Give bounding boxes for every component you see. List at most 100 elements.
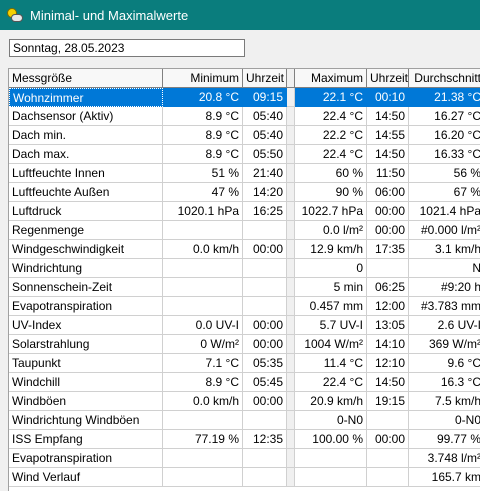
cell-maximum: 5 min (295, 278, 367, 297)
cell-messgroesse: Regenmenge (9, 221, 163, 240)
cell-minimum: 77.19 % (163, 430, 243, 449)
header-uhrzeit-min[interactable]: Uhrzeit (243, 69, 287, 88)
cell-maximum: 90 % (295, 183, 367, 202)
header-uhrzeit-max[interactable]: Uhrzeit (367, 69, 409, 88)
table-row[interactable]: Luftfeuchte Innen 51 % 21:40 60 % 11:50 56 % (9, 164, 480, 183)
cell-uhrzeit-min: 05:35 (243, 354, 287, 373)
table-row[interactable]: UV-Index 0.0 UV-I 00:00 5.7 UV-I 13:05 2.6 UV… (9, 316, 480, 335)
column-separator (287, 373, 295, 392)
window-title: Minimal- und Maximalwerte (30, 7, 189, 23)
cell-maximum: 0 (295, 259, 367, 278)
cell-messgroesse: Windgeschwindigkeit (9, 240, 163, 259)
cell-messgroesse: Luftfeuchte Innen (9, 164, 163, 183)
table-row[interactable]: Sonnenschein-Zeit 5 min 06:25 #9:20 h (9, 278, 480, 297)
table-row[interactable]: Luftdruck 1020.1 hPa 16:25 1022.7 hPa 00:00 1… (9, 202, 480, 221)
column-separator (287, 183, 295, 202)
cell-minimum: 0.0 km/h (163, 392, 243, 411)
table-row[interactable]: Windrichtung 0 N (9, 259, 480, 278)
cell-uhrzeit-min (243, 259, 287, 278)
cell-minimum: 20.8 °C (163, 88, 243, 107)
cell-uhrzeit-max: 12:10 (367, 354, 409, 373)
date-field[interactable]: Sonntag, 28.05.2023 (9, 39, 245, 57)
header-messgroesse[interactable]: Messgröße (9, 69, 163, 88)
column-separator (287, 145, 295, 164)
header-minimum[interactable]: Minimum (163, 69, 243, 88)
table-row[interactable]: Dach max. 8.9 °C 05:50 22.4 °C 14:50 16.33 °C (9, 145, 480, 164)
grid-header: Messgröße Minimum Uhrzeit Maximum Uhrzei… (9, 69, 480, 88)
cell-uhrzeit-max: 00:10 (367, 88, 409, 107)
cell-minimum: 8.9 °C (163, 126, 243, 145)
cell-messgroesse: Evapotranspiration (9, 449, 163, 468)
cell-uhrzeit-max: 14:50 (367, 373, 409, 392)
column-separator (287, 259, 295, 278)
cell-messgroesse: ISS Empfang (9, 430, 163, 449)
cell-uhrzeit-min: 21:40 (243, 164, 287, 183)
cell-uhrzeit-max: 00:00 (367, 430, 409, 449)
cell-uhrzeit-min: 05:40 (243, 126, 287, 145)
header-separator (287, 69, 295, 88)
cell-uhrzeit-min (243, 221, 287, 240)
cell-maximum: 22.1 °C (295, 88, 367, 107)
table-row[interactable]: Windchill 8.9 °C 05:45 22.4 °C 14:50 16.3 °C (9, 373, 480, 392)
cell-uhrzeit-max: 14:10 (367, 335, 409, 354)
title-bar: Minimal- und Maximalwerte (0, 0, 480, 30)
cell-maximum: 22.4 °C (295, 145, 367, 164)
cell-durchschnitt: 16.33 °C (409, 145, 480, 164)
cell-maximum: 1004 W/m² (295, 335, 367, 354)
header-durchschnitt[interactable]: Durchschnitt (409, 69, 480, 88)
cell-maximum: 60 % (295, 164, 367, 183)
cell-uhrzeit-min (243, 468, 287, 487)
cell-messgroesse: Dach max. (9, 145, 163, 164)
table-row[interactable]: Wind Verlauf 165.7 km (9, 468, 480, 487)
cell-durchschnitt: 99.77 % (409, 430, 480, 449)
column-separator (287, 392, 295, 411)
cell-durchschnitt: #0.000 l/m² (409, 221, 480, 240)
table-row[interactable]: Luftfeuchte Außen 47 % 14:20 90 % 06:00 67 % (9, 183, 480, 202)
table-row[interactable]: Taupunkt 7.1 °C 05:35 11.4 °C 12:10 9.6 °C (9, 354, 480, 373)
header-maximum[interactable]: Maximum (295, 69, 367, 88)
table-row[interactable]: Windrichtung Windböen 0-N0 0-N0 (9, 411, 480, 430)
cell-minimum: 0.0 UV-I (163, 316, 243, 335)
cell-messgroesse: Dach min. (9, 126, 163, 145)
cell-messgroesse: Taupunkt (9, 354, 163, 373)
cell-durchschnitt: 7.5 km/h (409, 392, 480, 411)
cell-durchschnitt: 67 % (409, 183, 480, 202)
cell-maximum: 22.4 °C (295, 107, 367, 126)
cell-uhrzeit-max: 12:00 (367, 297, 409, 316)
values-grid: Messgröße Minimum Uhrzeit Maximum Uhrzei… (8, 68, 480, 491)
table-row[interactable]: Solarstrahlung 0 W/m² 00:00 1004 W/m² 14:10 3… (9, 335, 480, 354)
table-row[interactable]: Wohnzimmer 20.8 °C 09:15 22.1 °C 00:10 21.38 … (9, 88, 480, 107)
cell-durchschnitt: #9:20 h (409, 278, 480, 297)
cell-minimum: 47 % (163, 183, 243, 202)
cell-minimum: 8.9 °C (163, 373, 243, 392)
table-row[interactable]: Evapotranspiration 0.457 mm 12:00 #3.783 mm (9, 297, 480, 316)
cell-messgroesse: Luftfeuchte Außen (9, 183, 163, 202)
table-row[interactable]: Dach min. 8.9 °C 05:40 22.2 °C 14:55 16.20 °C (9, 126, 480, 145)
cell-uhrzeit-min (243, 297, 287, 316)
table-row[interactable]: ISS Empfang 77.19 % 12:35 100.00 % 00:00 99.7… (9, 430, 480, 449)
table-row[interactable]: Evapotranspiration 3.748 l/m² (9, 449, 480, 468)
cell-maximum: 22.4 °C (295, 373, 367, 392)
cell-maximum: 12.9 km/h (295, 240, 367, 259)
cell-messgroesse: Windrichtung (9, 259, 163, 278)
cell-uhrzeit-min (243, 411, 287, 430)
cell-messgroesse: Evapotranspiration (9, 297, 163, 316)
cell-maximum: 0-N0 (295, 411, 367, 430)
cell-uhrzeit-min: 00:00 (243, 316, 287, 335)
cell-maximum: 5.7 UV-I (295, 316, 367, 335)
table-row[interactable]: Dachsensor (Aktiv) 8.9 °C 05:40 22.4 °C 14:5… (9, 107, 480, 126)
cell-durchschnitt: 2.6 UV-I (409, 316, 480, 335)
table-row[interactable]: Windböen 0.0 km/h 00:00 20.9 km/h 19:15 7.5 k… (9, 392, 480, 411)
cell-maximum: 22.2 °C (295, 126, 367, 145)
cell-durchschnitt: 369 W/m² (409, 335, 480, 354)
table-row[interactable]: Regenmenge 0.0 l/m² 00:00 #0.000 l/m² (9, 221, 480, 240)
cell-minimum (163, 259, 243, 278)
cell-durchschnitt: 9.6 °C (409, 354, 480, 373)
cell-uhrzeit-max: 14:55 (367, 126, 409, 145)
cell-uhrzeit-max: 14:50 (367, 145, 409, 164)
table-row[interactable]: Windgeschwindigkeit 0.0 km/h 00:00 12.9 km/… (9, 240, 480, 259)
cell-messgroesse: Luftdruck (9, 202, 163, 221)
cell-minimum (163, 468, 243, 487)
cell-uhrzeit-min: 00:00 (243, 392, 287, 411)
cell-uhrzeit-max: 06:25 (367, 278, 409, 297)
